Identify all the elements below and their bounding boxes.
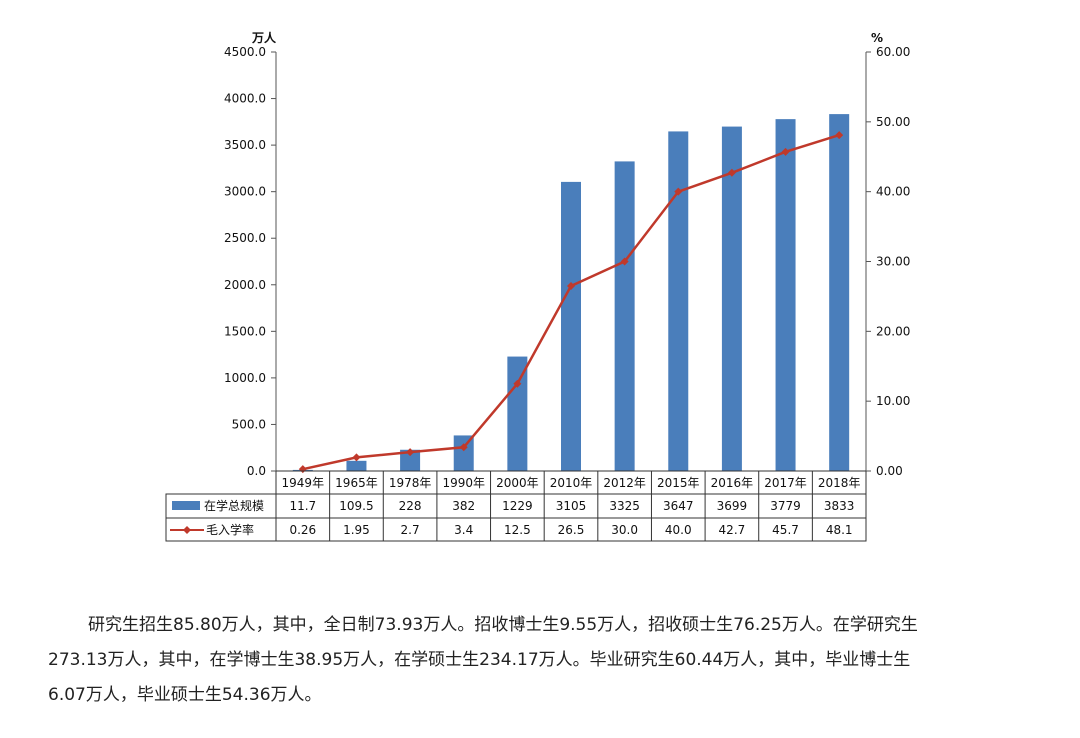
line-point-1990年: [459, 443, 468, 452]
bar-value-label-2000年: 1229: [502, 499, 533, 513]
legend-line-name: 毛入学率: [206, 522, 254, 537]
left-axis-unit: 万人: [251, 30, 277, 45]
bar-value-label-2016年: 3699: [717, 499, 748, 513]
bar-value-label-2018年: 3833: [824, 499, 855, 513]
category-label-1990年: 1990年: [442, 476, 485, 490]
category-label-2018年: 2018年: [818, 476, 861, 490]
summary-paragraph: 研究生招生85.80万人，其中，全日制73.93万人。招收博士生9.55万人，招…: [48, 608, 1048, 713]
line-value-label-1949年: 0.26: [289, 523, 316, 537]
left-axis-tick-label: 1000.0: [224, 371, 266, 385]
legend-bar-name: 在学总规模: [204, 498, 264, 513]
left-axis-tick-label: 4500.0: [224, 45, 266, 59]
left-axis-tick-label: 0.0: [247, 464, 266, 478]
bar-value-label-1990年: 382: [452, 499, 475, 513]
line-value-label-2010年: 26.5: [558, 523, 585, 537]
bar-value-label-2010年: 3105: [556, 499, 587, 513]
line-value-label-2012年: 30.0: [611, 523, 638, 537]
line-point-2017年: [781, 147, 790, 156]
line-point-1949年: [298, 465, 307, 474]
summary-line-3: 6.07万人，毕业硕士生54.36万人。: [48, 685, 322, 705]
bar-1965年: [346, 460, 367, 471]
bar-value-label-1949年: 11.7: [289, 499, 316, 513]
bar-2016年: [721, 126, 742, 471]
category-label-2012年: 2012年: [603, 476, 646, 490]
bar-2018年: [829, 114, 850, 472]
bar-value-label-2015年: 3647: [663, 499, 694, 513]
line-point-1965年: [352, 453, 361, 462]
line-point-2018年: [835, 131, 844, 140]
right-axis-tick-label: 10.00: [876, 394, 910, 408]
category-label-2000年: 2000年: [496, 476, 539, 490]
left-axis-tick-label: 500.0: [232, 417, 266, 431]
line-point-2010年: [567, 281, 575, 290]
line-point-2012年: [620, 257, 629, 266]
legend-bar-swatch: [172, 501, 200, 510]
left-axis-tick-label: 1500.0: [224, 324, 266, 338]
line-point-2016年: [727, 168, 736, 177]
summary-line-2: 273.13万人，其中，在学博士生38.95万人，在学硕士生234.17万人。毕…: [48, 650, 911, 670]
bar-2015年: [668, 131, 689, 472]
summary-line-1: 研究生招生85.80万人，其中，全日制73.93万人。招收博士生9.55万人，招…: [88, 615, 918, 635]
line-value-label-2017年: 45.7: [772, 523, 799, 537]
left-axis-tick-label: 4000.0: [224, 92, 266, 106]
line-value-label-2016年: 42.7: [719, 523, 746, 537]
bar-1990年: [453, 435, 474, 471]
line-value-label-1990年: 3.4: [454, 523, 473, 537]
right-axis-tick-label: 60.00: [876, 45, 910, 59]
right-axis-tick-label: 30.00: [876, 255, 910, 269]
left-axis-tick-label: 2500.0: [224, 231, 266, 245]
bar-value-label-2012年: 3325: [609, 499, 640, 513]
line-value-label-2015年: 40.0: [665, 523, 692, 537]
category-label-2017年: 2017年: [764, 476, 807, 490]
line-point-1978年: [406, 448, 415, 457]
line-value-label-2000年: 12.5: [504, 523, 531, 537]
category-label-1978年: 1978年: [389, 476, 432, 490]
right-axis-tick-label: 50.00: [876, 115, 910, 129]
category-label-2015年: 2015年: [657, 476, 700, 490]
line-value-label-2018年: 48.1: [826, 523, 853, 537]
bar-2010年: [561, 181, 581, 471]
left-axis-tick-label: 3000.0: [224, 185, 266, 199]
bar-2012年: [614, 161, 635, 471]
left-axis-tick-label: 3500.0: [224, 138, 266, 152]
bar-value-label-2017年: 3779: [770, 499, 801, 513]
right-axis-unit: %: [871, 31, 883, 45]
right-axis-tick-label: 20.00: [876, 324, 910, 338]
bar-2017年: [775, 119, 796, 471]
enrollment-chart: 0.0 500.0 1000.0 1500.0 2000.0 2500.0 3000.0 35…: [165, 30, 910, 542]
category-label-1949年: 1949年: [282, 476, 325, 490]
line-point-2015年: [674, 187, 683, 196]
left-axis-tick-label: 2000.0: [224, 278, 266, 292]
line-point-2000年: [513, 379, 522, 388]
right-axis-tick-label: 0.00: [876, 464, 903, 478]
bar-value-label-1965年: 109.5: [339, 499, 373, 513]
bar-value-label-1978年: 228: [399, 499, 422, 513]
line-value-label-1965年: 1.95: [343, 523, 370, 537]
right-axis-tick-label: 40.00: [876, 185, 910, 199]
category-label-2016年: 2016年: [711, 476, 754, 490]
bar-1978年: [400, 449, 421, 471]
bar-2000年: [507, 356, 528, 471]
line-value-label-1978年: 2.7: [401, 523, 420, 537]
legend-line-marker: [183, 526, 191, 534]
category-label-2010年: 2010年: [550, 476, 593, 490]
category-label-1965年: 1965年: [335, 476, 378, 490]
